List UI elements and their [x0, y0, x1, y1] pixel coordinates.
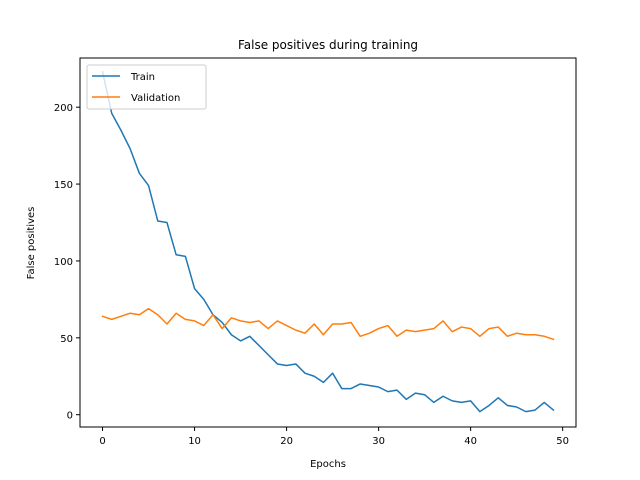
plot-area	[101, 70, 555, 413]
series-line-validation	[101, 307, 555, 341]
plot-frame	[79, 57, 577, 428]
x-axis-label: Epochs	[310, 459, 346, 470]
y-tick-label: 150	[54, 180, 73, 191]
legend-label: Train	[130, 72, 155, 83]
y-tick-label: 50	[60, 334, 73, 345]
legend-label: Validation	[131, 93, 180, 104]
y-tick-label: 0	[67, 411, 73, 422]
x-tick-label: 0	[99, 436, 105, 447]
x-tick-label: 20	[280, 436, 293, 447]
y-tick-label: 200	[54, 103, 73, 114]
y-tick-label: 100	[54, 257, 73, 268]
y-axis: 0 50 100 150 200	[54, 103, 80, 422]
legend: Train Validation	[86, 64, 207, 110]
x-tick-label: 50	[556, 436, 569, 447]
x-tick-label: 40	[464, 436, 477, 447]
x-tick-label: 10	[188, 436, 201, 447]
x-axis: 0 10 20 30 40 50	[99, 427, 569, 447]
x-tick-label: 30	[372, 436, 385, 447]
y-axis-label: False positives	[26, 207, 37, 280]
series-line-train	[101, 70, 555, 413]
chart-title: False positives during training	[238, 38, 418, 52]
